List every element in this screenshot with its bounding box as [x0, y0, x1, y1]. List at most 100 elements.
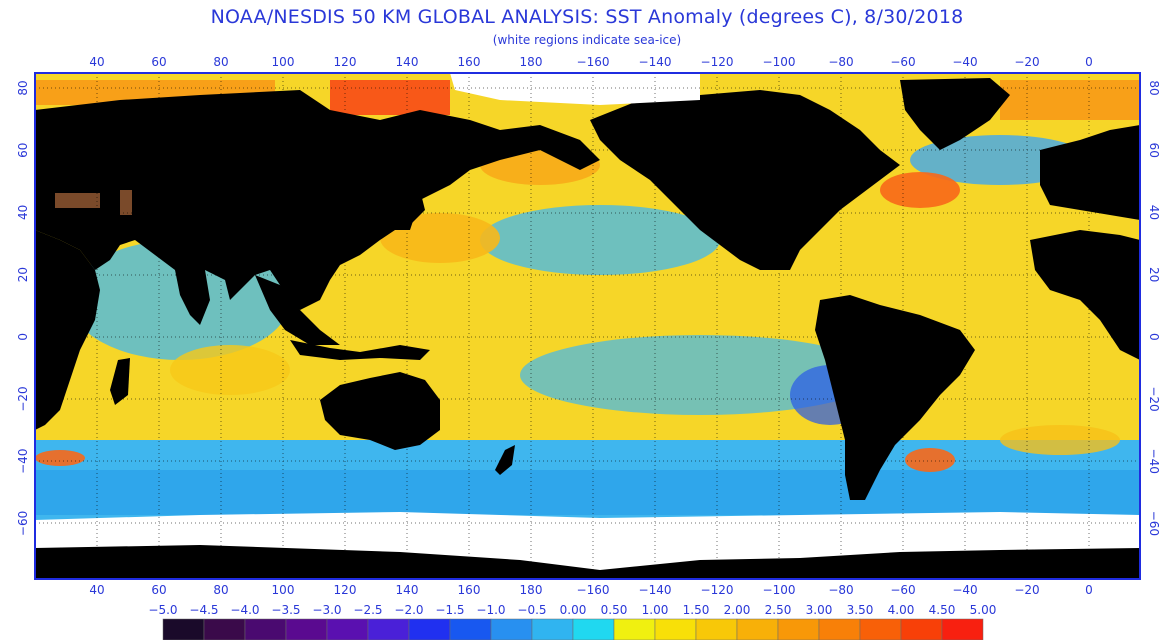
lon-label-top: 160 [458, 55, 481, 69]
colorbar-label: 4.00 [888, 603, 915, 617]
colorbar-label: 0.00 [560, 603, 587, 617]
greenland-land [900, 78, 1010, 150]
antarctica-land [35, 545, 1140, 579]
colorbar-swatch [162, 618, 205, 640]
lon-label-top: 80 [213, 55, 228, 69]
colorbar-swatch [736, 618, 779, 640]
west-africa-land [1030, 230, 1140, 360]
lat-label-right: −20 [1147, 386, 1161, 411]
lon-label-top: 120 [334, 55, 357, 69]
colorbar-label: −2.0 [394, 603, 423, 617]
lon-label-top: −120 [701, 55, 734, 69]
graticule [35, 73, 1140, 579]
colorbar-swatch [490, 618, 533, 640]
colorbar-label: 3.50 [847, 603, 874, 617]
lon-label-bottom: 80 [213, 583, 228, 597]
colorbar-label: −4.5 [189, 603, 218, 617]
lon-label-bottom: 40 [89, 583, 104, 597]
lat-label-right: 0 [1147, 333, 1161, 341]
colorbar-label: 1.50 [683, 603, 710, 617]
lon-labels-top: 40 60 80 100 120 140 160 180 −160 −140 −120 −100 −80… [89, 55, 1092, 69]
lon-label-top: −100 [763, 55, 796, 69]
lon-label-top: −160 [577, 55, 610, 69]
south-america-land [815, 295, 975, 500]
colorbar-swatch [367, 618, 410, 640]
colorbar-label: 4.50 [929, 603, 956, 617]
lat-label-right: −40 [1147, 449, 1161, 474]
colorbar-label: 5.00 [970, 603, 997, 617]
southern-ocean-band-deep [35, 470, 1140, 515]
lon-label-bottom: 160 [458, 583, 481, 597]
lat-label-right: 40 [1147, 205, 1161, 220]
eurasia-land [35, 90, 600, 310]
lat-labels-left: 80 60 40 20 0 −20 −40 −60 [16, 80, 30, 536]
colorbar-swatch [900, 618, 943, 640]
lon-label-top: −80 [828, 55, 853, 69]
page-title: NOAA/NESDIS 50 KM GLOBAL ANALYSIS: SST A… [210, 6, 964, 28]
colorbar-label: 2.00 [724, 603, 751, 617]
southeast-asia-land [255, 275, 340, 345]
lat-label-left: −40 [16, 449, 30, 474]
colorbar-swatch [244, 618, 287, 640]
lat-label-right: 80 [1147, 80, 1161, 95]
lon-label-top: 40 [89, 55, 104, 69]
colorbar-swatch [531, 618, 574, 640]
colorbar-label: 1.00 [642, 603, 669, 617]
lon-label-bottom: −60 [890, 583, 915, 597]
lon-label-bottom: 60 [151, 583, 166, 597]
lat-label-left: 40 [16, 205, 30, 220]
colorbar-labels: −5.0 −4.5 −4.0 −3.5 −3.0 −2.5 −2.0 −1.5 −1.0 −0.5… [148, 603, 996, 617]
colorbar-label: −0.5 [517, 603, 546, 617]
colorbar [162, 618, 984, 640]
europe-land [1040, 125, 1140, 220]
lat-label-left: 80 [16, 80, 30, 95]
lat-label-left: 60 [16, 143, 30, 158]
colorbar-swatch [859, 618, 902, 640]
lat-label-left: 0 [16, 333, 30, 341]
colorbar-swatch [408, 618, 451, 640]
lon-label-bottom: −40 [952, 583, 977, 597]
arctic-sea-ice [450, 73, 700, 105]
lat-label-left: 20 [16, 267, 30, 282]
lon-label-bottom: 120 [334, 583, 357, 597]
lat-label-left: −60 [16, 511, 30, 536]
colorbar-label: −3.0 [312, 603, 341, 617]
colorbar-swatch [285, 618, 328, 640]
lat-label-right: 20 [1147, 267, 1161, 282]
lon-label-top: −20 [1014, 55, 1039, 69]
colorbar-label: −2.5 [353, 603, 382, 617]
lat-label-right: −60 [1147, 511, 1161, 536]
colorbar-swatch [818, 618, 861, 640]
lon-label-bottom: −20 [1014, 583, 1039, 597]
lat-label-left: −20 [16, 386, 30, 411]
map-field [35, 73, 1140, 579]
lon-label-top: 180 [520, 55, 543, 69]
lon-label-bottom: 140 [396, 583, 419, 597]
colorbar-swatch [777, 618, 820, 640]
lon-label-bottom: −80 [828, 583, 853, 597]
north-america-land [590, 90, 900, 270]
greenland-sea-warm [1000, 80, 1140, 120]
colorbar-swatch [449, 618, 492, 640]
lon-label-bottom: 100 [272, 583, 295, 597]
colorbar-swatch [695, 618, 738, 640]
colorbar-label: 3.00 [806, 603, 833, 617]
japan-land [405, 190, 425, 225]
gulf-stream-warm [880, 172, 960, 208]
south-indian-warm [170, 345, 290, 395]
colorbar-swatch [941, 618, 984, 640]
brazil-current-warm [905, 448, 955, 472]
aral-sea [120, 190, 132, 215]
arctic-warm [330, 80, 450, 115]
lon-labels-bottom: 40 60 80 100 120 140 160 180 −160 −140 −120 −100 −80… [89, 583, 1092, 597]
agulhas-warm [35, 450, 85, 466]
lon-label-top: −60 [890, 55, 915, 69]
indonesia-land [290, 340, 430, 360]
colorbar-swatch [613, 618, 656, 640]
lon-label-bottom: 180 [520, 583, 543, 597]
lon-label-top: 140 [396, 55, 419, 69]
lon-label-top: 60 [151, 55, 166, 69]
colorbar-label: −4.0 [230, 603, 259, 617]
lon-label-bottom: −120 [701, 583, 734, 597]
